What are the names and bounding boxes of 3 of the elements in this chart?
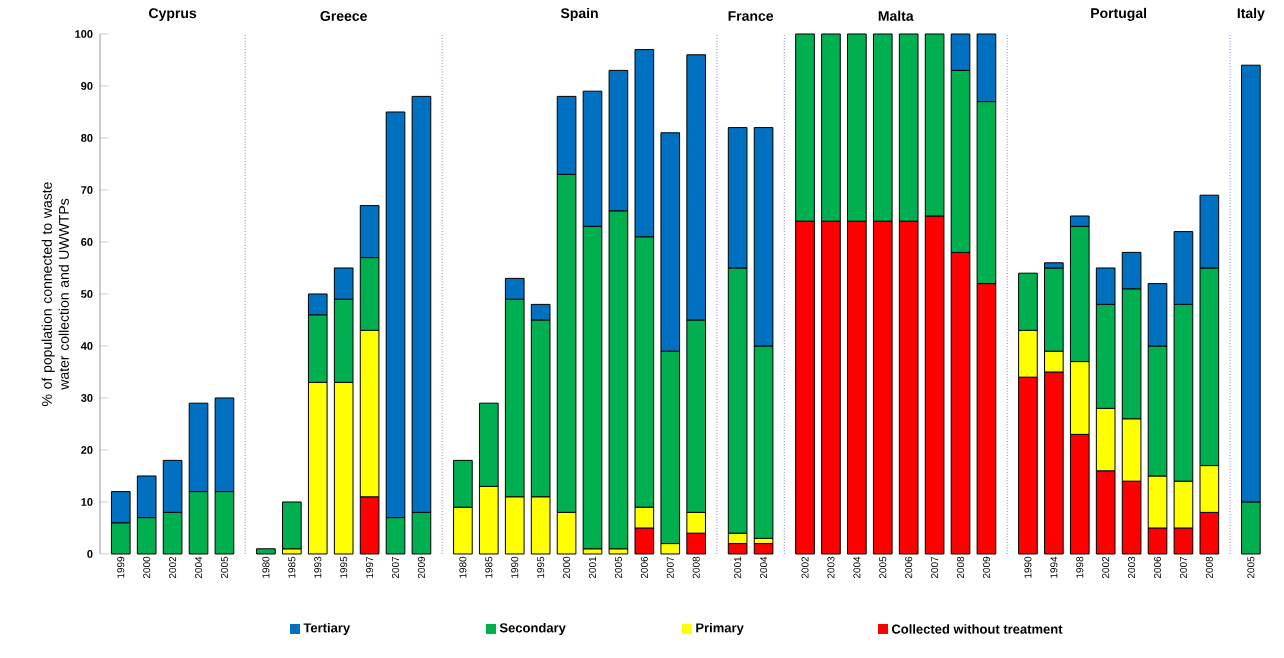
bar <box>256 548 276 555</box>
bar <box>282 501 302 550</box>
bar <box>753 543 774 555</box>
